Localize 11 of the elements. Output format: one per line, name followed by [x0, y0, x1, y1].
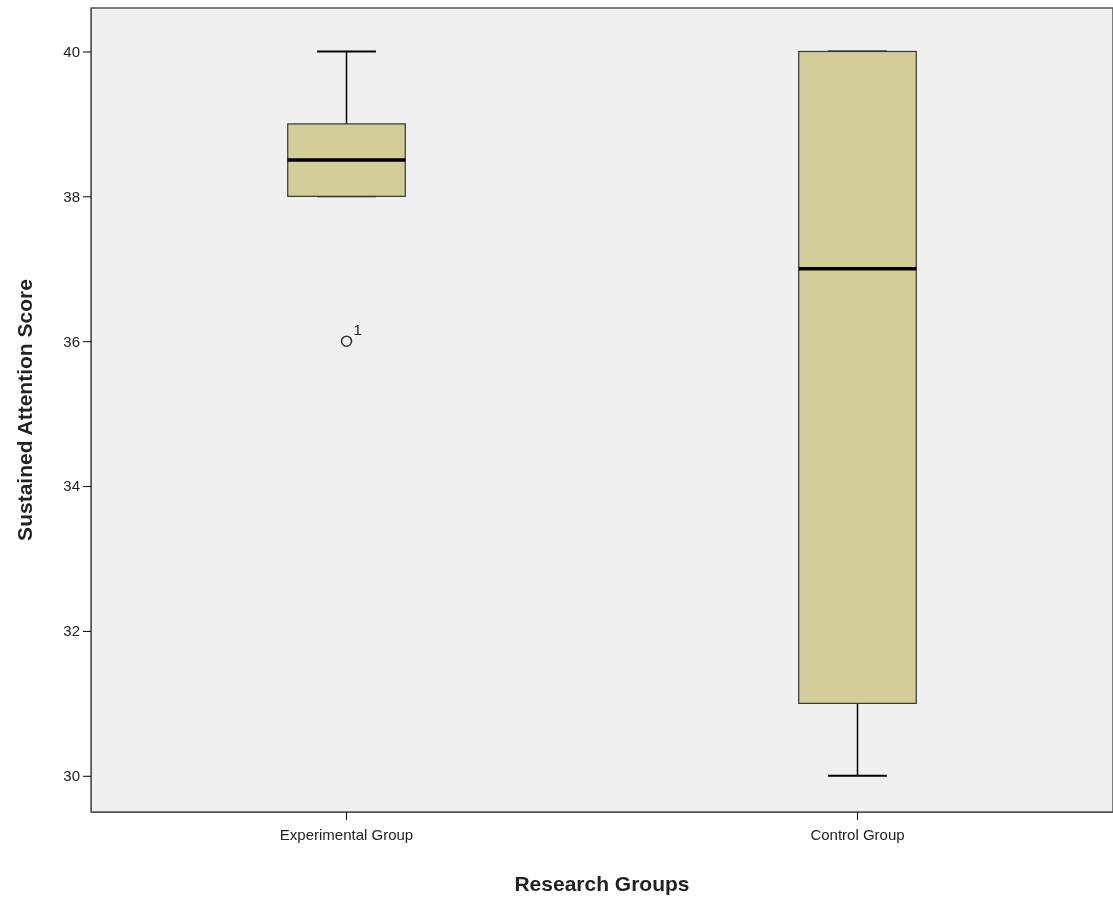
x-axis-title: Research Groups — [514, 872, 690, 895]
y-tick-label: 40 — [63, 42, 80, 60]
annotation: 1 — [353, 321, 362, 339]
y-tick-label: 38 — [63, 187, 80, 205]
y-tick-label: 34 — [63, 477, 80, 495]
y-tick-label: 36 — [63, 332, 80, 350]
x-tick-label: Control Group — [810, 825, 905, 843]
y-tick-label: 32 — [63, 622, 80, 640]
y-axis-title: Sustained Attention Score — [13, 279, 36, 541]
x-tick-label: Experimental Group — [279, 825, 414, 843]
y-tick-label: 30 — [63, 767, 80, 785]
